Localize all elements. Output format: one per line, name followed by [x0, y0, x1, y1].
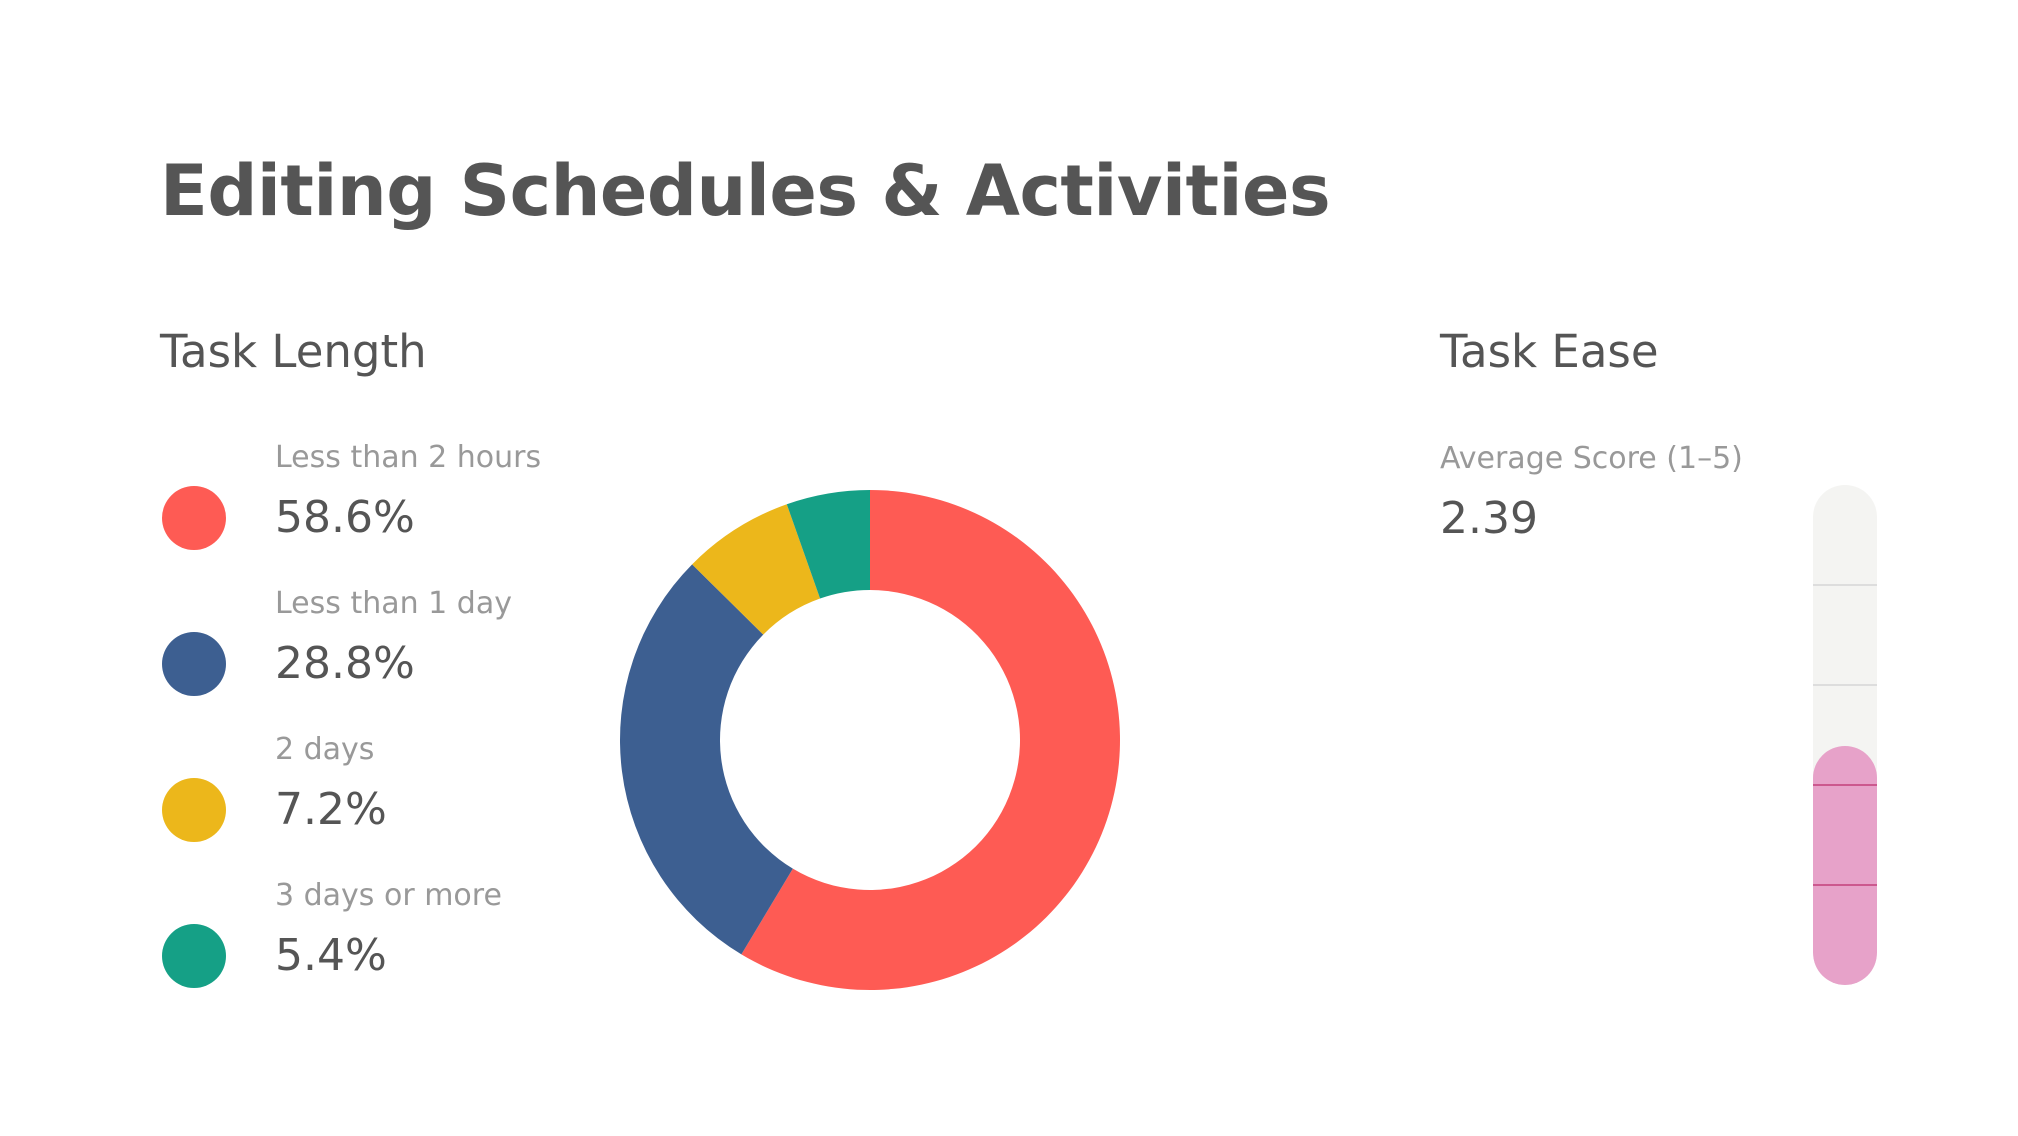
gauge-tick [1813, 784, 1877, 786]
legend-value: 58.6% [275, 492, 415, 543]
legend-dot [162, 632, 226, 696]
legend-value: 28.8% [275, 638, 415, 689]
legend-item-less-than-2-hours: Less than 2 hours 58.6% [160, 440, 600, 586]
task-ease-gauge [1813, 485, 1877, 985]
donut-slice-2-days [692, 504, 821, 635]
legend-value: 7.2% [275, 784, 387, 835]
legend-item-less-than-1-day: Less than 1 day 28.8% [160, 586, 600, 732]
legend-value: 5.4% [275, 930, 387, 981]
task-length-donut-chart [620, 490, 1120, 990]
legend-item-3-days-or-more: 3 days or more 5.4% [160, 878, 600, 1024]
page-title: Editing Schedules & Activities [160, 150, 1331, 232]
legend-dot [162, 778, 226, 842]
average-score-label: Average Score (1–5) [1440, 441, 1743, 476]
task-length-heading: Task Length [160, 325, 427, 378]
legend-label: Less than 1 day [275, 586, 512, 621]
gauge-tick [1813, 884, 1877, 886]
legend-dot [162, 924, 226, 988]
task-ease-gauge-fill [1813, 746, 1877, 985]
task-ease-heading: Task Ease [1440, 325, 1659, 378]
gauge-tick [1813, 684, 1877, 686]
task-length-legend: Less than 2 hours 58.6% Less than 1 day … [160, 440, 600, 1024]
legend-item-2-days: 2 days 7.2% [160, 732, 600, 878]
legend-dot [162, 486, 226, 550]
legend-label: Less than 2 hours [275, 440, 542, 475]
average-score-value: 2.39 [1440, 493, 1538, 544]
donut-slice-less-than-2-hours [741, 490, 1120, 990]
legend-label: 2 days [275, 732, 375, 767]
donut-slice-3-days-or-more [786, 490, 870, 599]
legend-label: 3 days or more [275, 878, 502, 913]
gauge-tick [1813, 584, 1877, 586]
donut-slice-less-than-1-day [620, 564, 793, 955]
